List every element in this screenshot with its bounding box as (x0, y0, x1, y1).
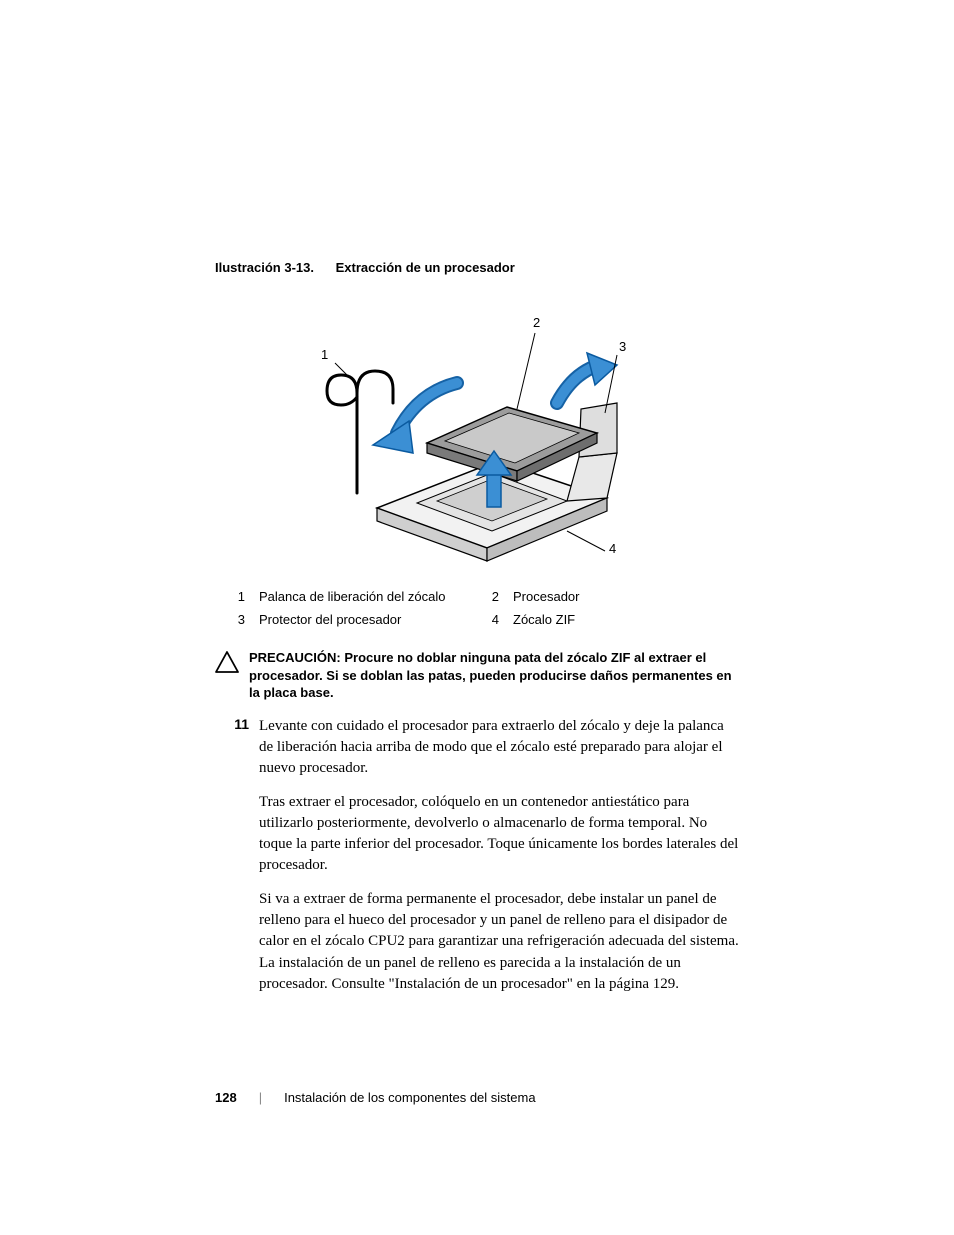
callout-2: 2 (533, 315, 540, 330)
section-title: Instalación de los componentes del siste… (284, 1090, 535, 1105)
figure-title: Extracción de un procesador (336, 260, 515, 275)
processor-diagram: 1 2 3 4 (317, 293, 637, 563)
legend-label: Zócalo ZIF (513, 608, 673, 631)
legend-label: Palanca de liberación del zócalo (259, 585, 479, 608)
page-number: 128 (215, 1090, 237, 1105)
legend-label: Procesador (513, 585, 673, 608)
footer-separator: | (259, 1090, 262, 1105)
legend-num: 3 (225, 608, 259, 631)
warning-icon (215, 649, 243, 678)
caution-label: PRECAUCIÓN: (249, 650, 341, 665)
step-number: 11 (215, 716, 259, 732)
figure-caption: Ilustración 3-13. Extracción de un proce… (215, 260, 739, 275)
diagram-svg (317, 293, 637, 563)
legend-num: 4 (479, 608, 513, 631)
figure-number: Ilustración 3-13. (215, 260, 314, 275)
step-body-3: Si va a extraer de forma permanente el p… (259, 889, 739, 995)
figure-legend: 1 Palanca de liberación del zócalo 2 Pro… (225, 585, 673, 631)
manual-page: Ilustración 3-13. Extracción de un proce… (0, 0, 954, 1235)
callout-4: 4 (609, 541, 616, 556)
step-body-2: Tras extraer el procesador, colóquelo en… (259, 792, 739, 877)
step-11: 11 Levante con cuidado el procesador par… (215, 716, 739, 780)
legend-label: Protector del procesador (259, 608, 479, 631)
caution-text: PRECAUCIÓN: Procure no doblar ninguna pa… (249, 649, 739, 702)
legend-num: 1 (225, 585, 259, 608)
legend-num: 2 (479, 585, 513, 608)
callout-3: 3 (619, 339, 626, 354)
callout-1: 1 (321, 347, 328, 362)
caution-block: PRECAUCIÓN: Procure no doblar ninguna pa… (215, 649, 739, 702)
page-footer: 128 | Instalación de los componentes del… (215, 1090, 536, 1105)
step-body-1: Levante con cuidado el procesador para e… (259, 716, 739, 780)
